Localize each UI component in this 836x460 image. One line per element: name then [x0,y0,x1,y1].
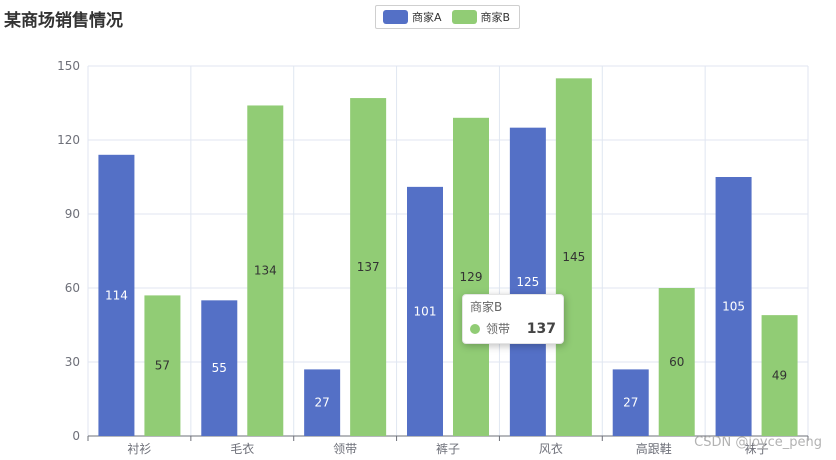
legend-label-series-b: 商家B [480,11,511,24]
y-tick-label: 0 [72,429,80,443]
y-tick-label: 150 [57,59,80,73]
data-label: 60 [669,355,684,369]
bar [658,288,695,436]
bar [715,177,752,436]
data-label: 114 [105,288,128,302]
data-label: 57 [155,359,170,373]
x-tick-label: 衬衫 [127,442,151,456]
bar [201,300,238,436]
legend-swatch-series-a [383,10,408,24]
bar [761,315,798,436]
data-label: 125 [516,275,539,289]
tooltip-row: 领带 137 [470,320,556,337]
tooltip: 商家B 领带 137 [462,294,564,344]
tooltip-series-name: 商家B [470,300,503,314]
bar [453,117,489,437]
y-tick-label: 30 [65,355,80,369]
x-tick-label: 领带 [333,442,357,456]
data-label: 27 [315,396,330,410]
data-labels: 114 55 27 101 125 27 105 57 134 137 129 145 60 49 [105,250,787,410]
data-label: 137 [357,260,380,274]
bars [98,78,798,437]
data-label: 55 [212,361,227,375]
gridlines [87,65,809,436]
data-label: 49 [772,369,787,383]
legend-swatch-series-b [451,10,477,24]
legend-item-series-a[interactable]: 商家A [383,9,442,25]
y-tick-label: 120 [57,133,80,147]
data-label: 129 [460,270,483,284]
x-tick-label: 裤子 [436,442,460,456]
tooltip-category: 领带 [486,322,511,336]
y-tick-label: 90 [65,207,80,221]
bar [555,78,592,436]
bar [304,369,341,436]
bar [407,186,443,436]
bar [144,295,181,436]
data-label: 134 [254,264,277,278]
y-tick-label: 60 [65,281,80,295]
x-tick-label: 毛衣 [230,441,254,456]
data-label: 101 [414,304,437,318]
data-label: 27 [623,396,638,410]
chart-title: 某商场销售情况 [4,11,123,31]
bar [98,154,135,437]
data-label: 145 [562,250,585,264]
legend: 商家A 商家B [375,5,520,29]
bar [612,369,649,436]
bar [247,105,284,436]
data-label: 105 [722,300,745,314]
tooltip-value: 137 [526,320,556,337]
x-tick-label: 风衣 [539,441,563,456]
bar [350,98,387,437]
legend-item-series-b[interactable]: 商家B [451,9,511,25]
x-tick-label: 袜子 [745,442,769,456]
bar [509,127,546,437]
watermark: CSDN @joyce_peng [694,435,822,450]
legend-label-series-a: 商家A [412,11,442,24]
x-tick-label: 高跟鞋 [636,441,672,456]
tooltip-color-dot [470,323,480,334]
